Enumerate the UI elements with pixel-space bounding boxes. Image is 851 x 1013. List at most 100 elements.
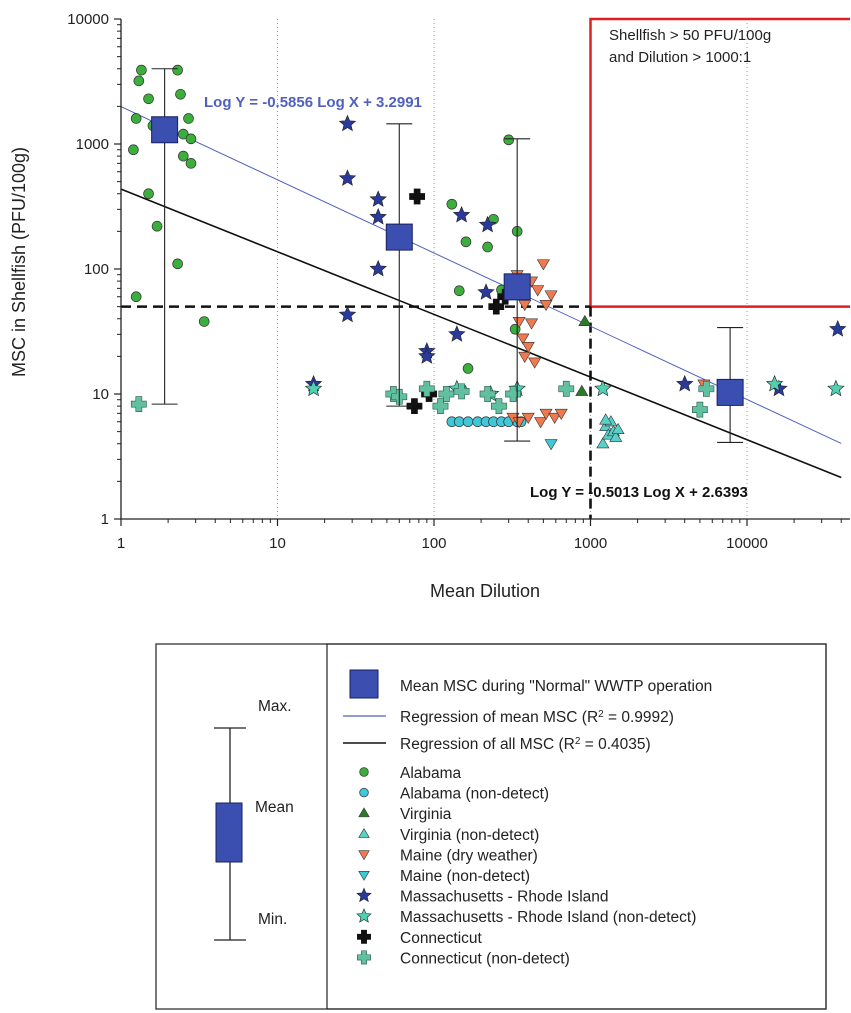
y-axis-title: MSC in Shellfish (PFU/100g) [9, 147, 29, 377]
legend-entry-virginia-non-detect: Virginia (non-detect) [358, 827, 539, 844]
x-tick-label: 100 [421, 535, 446, 552]
key-min-label: Min. [258, 911, 287, 928]
legend-entry-massachusetts-rhode-island: Massachusetts - Rhode Island [356, 887, 609, 906]
legend-label-regression-mean: Regression of mean MSC [400, 709, 577, 726]
annotation-region [589, 17, 850, 308]
data-point [338, 114, 357, 132]
box-key: Max. Mean Min. [214, 698, 294, 941]
data-point [479, 386, 496, 402]
data-point [438, 386, 455, 402]
data-point [531, 285, 545, 297]
data-point [491, 398, 507, 415]
data-point [505, 386, 521, 402]
data-point [151, 220, 163, 232]
data-point [528, 357, 542, 369]
mean-box-2 [385, 123, 413, 407]
data-point [477, 283, 495, 300]
series-virginia [575, 314, 592, 396]
legend-entry-alabama: Alabama [359, 765, 462, 782]
data-point [534, 417, 548, 429]
data-point [460, 236, 472, 248]
key-mean-label: Mean [255, 799, 294, 816]
data-point [172, 64, 183, 76]
data-point [432, 398, 449, 415]
legend [155, 643, 827, 1010]
legend-r2-all-prefix: (R [559, 736, 575, 753]
data-point [482, 241, 493, 253]
series-virginia-non-detect [596, 413, 625, 449]
key-max-label: Max. [258, 698, 292, 715]
data-point [698, 380, 715, 397]
data-point [177, 128, 189, 140]
data-point [611, 422, 625, 434]
data-point [544, 439, 558, 451]
data-point [536, 259, 550, 271]
data-point [518, 351, 532, 363]
data-point [136, 64, 147, 76]
legend-entry-massachusetts-rhode-island-non-detect: Massachusetts - Rhode Island (non-detect… [356, 908, 696, 926]
regression-line-all [121, 188, 842, 479]
legend-series: Alabama Alabama (non-detect) Virginia Virgi… [356, 765, 696, 967]
data-point [133, 75, 145, 87]
data-point [172, 258, 183, 270]
legend-r2-mean-prefix: (R [582, 709, 598, 726]
data-point [765, 374, 784, 392]
annotation-line-1: Shellfish > 50 PFU/100g [609, 27, 771, 44]
data-point [512, 417, 526, 429]
data-point [594, 379, 612, 397]
y-tick-label: 100 [84, 261, 109, 278]
data-point [516, 333, 530, 345]
mean-box-1 [151, 68, 179, 405]
data-point [462, 363, 474, 374]
data-point [304, 379, 323, 397]
data-point [418, 380, 435, 397]
data-point [827, 379, 845, 397]
data-point [369, 207, 387, 225]
regression-mean-equation: Log Y = -0.5856 Log X + 3.2991 [204, 94, 422, 111]
y-tick-label: 1 [101, 511, 109, 528]
mean-box-marker [716, 378, 744, 406]
legend-entry-connecticut-non-detect: Connecticut (non-detect) [357, 950, 570, 967]
data-point [453, 416, 465, 428]
legend-label-massachusetts-rhode-island: Massachusetts - Rhode Island [400, 889, 609, 906]
legend-marker-massachusetts-rhode-island [356, 887, 372, 903]
legend-entry-maine-non-detect: Maine (non-detect) [358, 868, 530, 885]
legend-label-mean-box: Mean MSC during "Normal" WWTP operation [400, 678, 712, 695]
data-point [130, 396, 147, 413]
series-massachusetts-rhode-island [304, 114, 847, 397]
mean-box-marker [151, 116, 179, 144]
legend-marker-maine-non-detect [358, 871, 370, 881]
legend-entry-regression-mean: Regression of mean MSC (R2 = 0.9992) [343, 709, 674, 726]
data-point [198, 316, 210, 327]
mean-boxes [151, 68, 744, 443]
legend-marker-massachusetts-rhode-island-non-detect [356, 908, 372, 923]
data-point [558, 380, 575, 397]
data-point [554, 408, 568, 420]
data-point [548, 412, 562, 424]
data-point [478, 215, 497, 233]
data-point [409, 188, 426, 205]
x-tick-label: 1 [117, 535, 125, 552]
series-maine-non-detect [544, 439, 558, 451]
data-point [183, 113, 194, 124]
series-connecticut-non-detect [130, 380, 715, 418]
data-point [448, 325, 466, 342]
data-point [462, 416, 474, 428]
data-point [599, 413, 613, 425]
data-point [691, 401, 708, 418]
legend-entry-virginia: Virginia [358, 806, 452, 823]
data-point [128, 144, 139, 156]
legend-marker-virginia [358, 807, 370, 818]
y-tick-label: 1000 [76, 136, 109, 153]
mean-box-3 [503, 138, 531, 442]
legend-label-maine-dry-weather: Maine (dry weather) [400, 847, 538, 864]
data-point [609, 430, 623, 442]
legend-marker-connecticut-non-detect [357, 950, 371, 965]
legend-marker-alabama-non-detect [359, 787, 369, 798]
data-point [521, 412, 535, 424]
x-tick-label: 10 [269, 535, 286, 552]
legend-label-connecticut: Connecticut [400, 930, 483, 947]
data-point [369, 259, 387, 277]
data-point [675, 374, 694, 392]
legend-label-maine-non-detect: Maine (non-detect) [400, 868, 530, 885]
